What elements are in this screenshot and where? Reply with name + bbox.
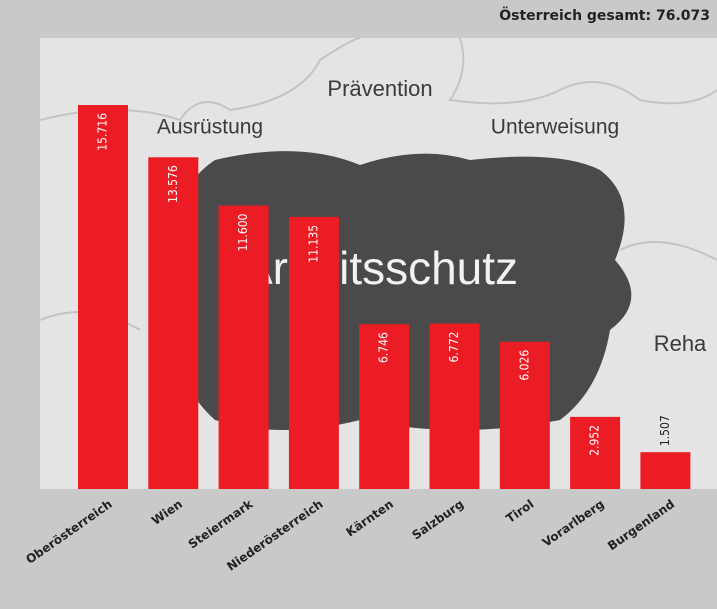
value-label: 15.716 — [96, 113, 110, 151]
value-label: 2.952 — [588, 425, 602, 456]
chart: Prävention Ausrüstung Unterweisung Arbei… — [0, 0, 717, 609]
photo-word: Unterweisung — [491, 116, 619, 139]
photo-word: Reha — [654, 331, 707, 356]
value-label: 6.772 — [447, 332, 461, 363]
value-label: 11.135 — [306, 225, 320, 263]
value-label: 6.026 — [517, 350, 531, 381]
photo-word: Prävention — [327, 76, 432, 101]
photo-word: Ausrüstung — [157, 116, 263, 139]
bar — [640, 452, 690, 489]
value-label: 6.746 — [377, 332, 391, 363]
chart-title: Österreich gesamt: 76.073 — [499, 6, 710, 24]
photo-word: Arbeitsschutz — [242, 242, 518, 294]
value-label: 1.507 — [658, 415, 672, 446]
value-label: 11.600 — [236, 213, 250, 251]
bar — [78, 105, 128, 489]
bar — [148, 157, 198, 489]
value-label: 13.576 — [166, 165, 180, 203]
